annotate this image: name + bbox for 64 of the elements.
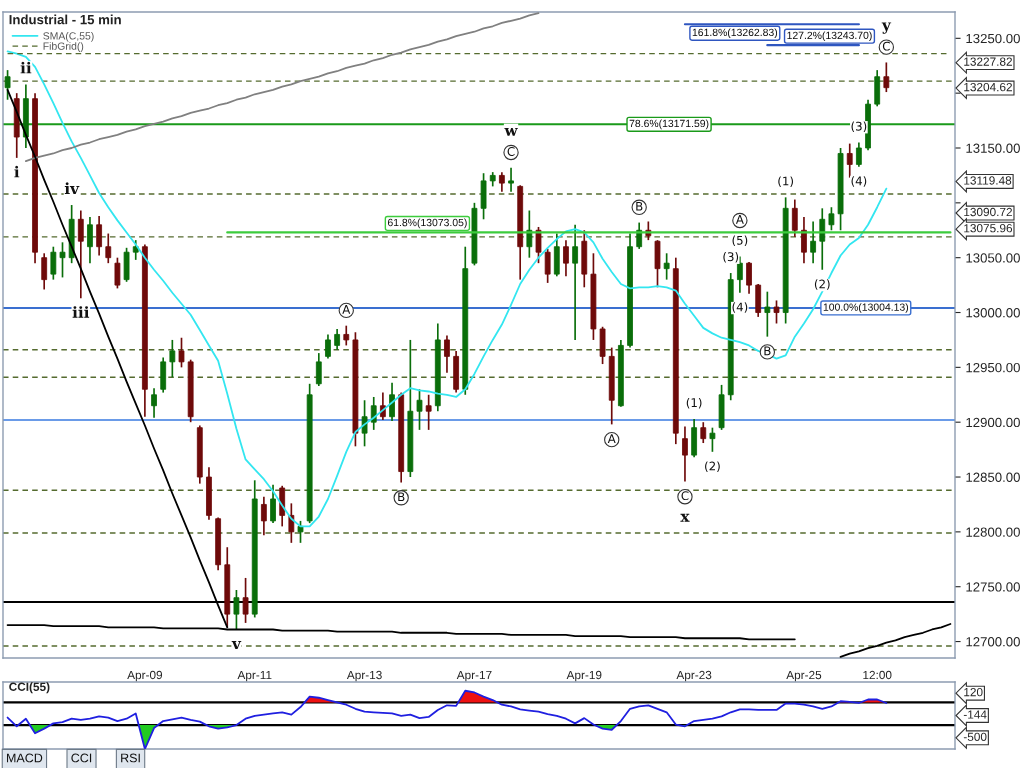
annotation: iv bbox=[64, 182, 80, 194]
annotation: A bbox=[607, 434, 616, 443]
annotation: A bbox=[342, 305, 351, 314]
ref-line-label: 78.6%(13171.59) bbox=[629, 119, 709, 130]
text: -144 bbox=[963, 710, 987, 719]
annotation: B bbox=[764, 346, 771, 356]
text: MACD bbox=[7, 753, 43, 763]
text: CCI bbox=[71, 753, 92, 763]
annotation: w bbox=[504, 127, 518, 136]
series-label: 61.8%(13073.05) bbox=[387, 218, 467, 229]
y-tick-label: 13250.00 bbox=[966, 33, 1020, 44]
x-tick-label: Apr-25 bbox=[786, 670, 822, 682]
y-tick-label: 13150.00 bbox=[966, 143, 1020, 153]
x-tick-label: Apr-13 bbox=[346, 670, 382, 682]
legend-label: FibGrid() bbox=[43, 42, 84, 52]
y-tick-label: 12950.00 bbox=[966, 362, 1020, 373]
text: -500 bbox=[963, 732, 987, 741]
legend-label: SMA(C,55) bbox=[43, 31, 94, 42]
text: 13227.82 bbox=[964, 57, 1012, 66]
annotation: iii bbox=[72, 306, 90, 318]
annotation: B bbox=[398, 492, 405, 502]
chart-title: Industrial - 15 min bbox=[9, 14, 121, 25]
annotation: C bbox=[507, 146, 515, 156]
annotation: (4) bbox=[732, 302, 748, 313]
text: 13119.48 bbox=[964, 176, 1012, 185]
annotation: C bbox=[681, 491, 689, 501]
annotation: (2) bbox=[814, 279, 830, 290]
annotation: y bbox=[881, 22, 892, 34]
annotation: v bbox=[231, 641, 242, 649]
text: RSI bbox=[121, 753, 140, 763]
x-tick-label: Apr-09 bbox=[127, 670, 163, 682]
annotation: (3) bbox=[723, 252, 739, 263]
annotation: (2) bbox=[705, 461, 720, 472]
text: 13090.72 bbox=[964, 207, 1012, 217]
annotation: B bbox=[636, 201, 643, 211]
ref-line-label: 100.0%(13004.13) bbox=[823, 303, 909, 313]
annotation: ii bbox=[20, 61, 32, 74]
chart-title: CCI(55) bbox=[9, 682, 50, 694]
annotation: (5) bbox=[732, 235, 748, 247]
annotation: C bbox=[882, 41, 890, 51]
series-label: 161.8%(13262.83) bbox=[692, 28, 778, 39]
text: 120 bbox=[964, 687, 983, 697]
y-tick-label: 12700.00 bbox=[966, 637, 1020, 647]
annotation: A bbox=[735, 215, 744, 224]
y-tick-label: 12850.00 bbox=[966, 472, 1020, 482]
annotation: (1) bbox=[778, 176, 793, 187]
annotation: (4) bbox=[851, 176, 867, 187]
text: 13075.96 bbox=[964, 224, 1013, 233]
x-tick-label: Apr-17 bbox=[456, 670, 492, 682]
y-tick-label: 12800.00 bbox=[966, 527, 1020, 537]
x-tick-label: Apr-11 bbox=[237, 670, 272, 682]
series-label: 127.2%(13243.70) bbox=[787, 31, 872, 42]
annotation: (1) bbox=[686, 397, 702, 409]
y-tick-label: 13050.00 bbox=[966, 253, 1020, 263]
x-tick-label: Apr-23 bbox=[676, 670, 712, 682]
annotation: i bbox=[14, 165, 20, 178]
x-tick-label: Apr-19 bbox=[566, 670, 602, 682]
annotation: x bbox=[680, 513, 690, 522]
y-tick-label: 12750.00 bbox=[966, 582, 1020, 592]
y-tick-label: 12900.00 bbox=[966, 417, 1020, 428]
x-tick-label: 12:00 bbox=[863, 670, 892, 680]
annotation: (3) bbox=[851, 121, 867, 133]
y-tick-label: 13000.00 bbox=[966, 308, 1020, 318]
text: 13204.62 bbox=[964, 82, 1012, 92]
